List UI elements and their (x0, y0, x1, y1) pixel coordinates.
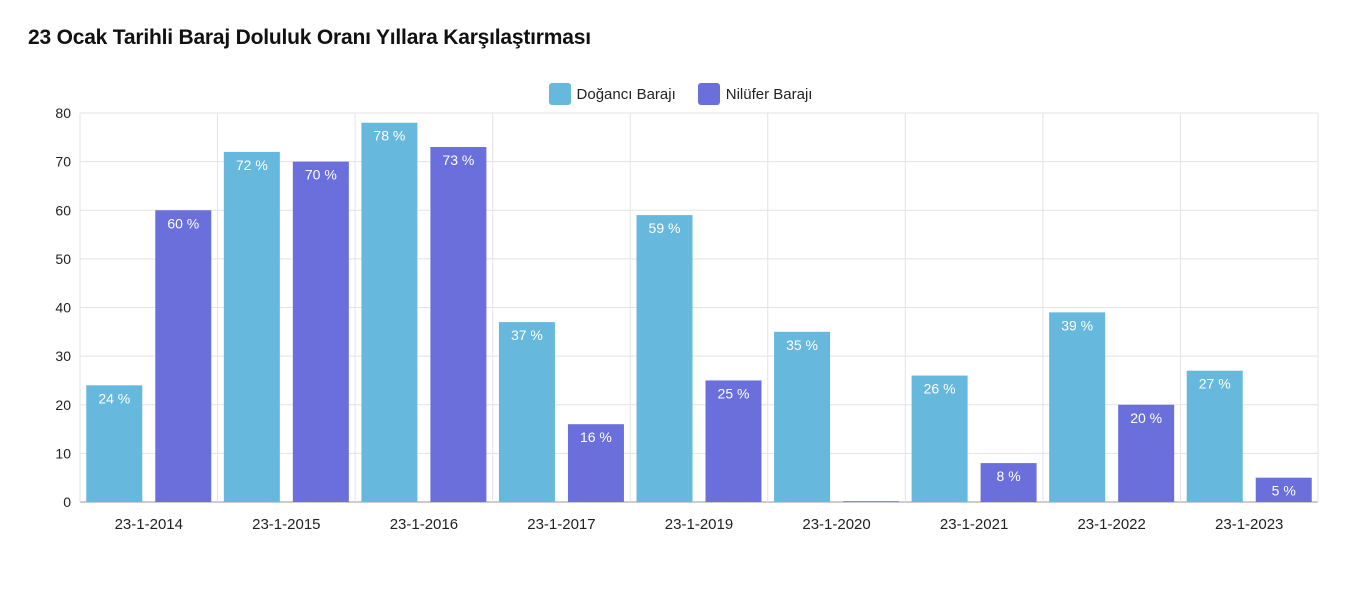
bar (705, 380, 762, 502)
y-tick-label: 20 (55, 397, 71, 413)
y-tick-label: 10 (55, 445, 71, 461)
x-tick-label: 23-1-2020 (802, 516, 870, 533)
bar (498, 322, 555, 502)
chart-title: 23 Ocak Tarihli Baraj Doluluk Oranı Yıll… (28, 26, 591, 49)
y-tick-label: 50 (55, 251, 71, 267)
data-label: 26 % (924, 381, 956, 397)
y-tick-label: 40 (55, 300, 71, 316)
data-label: 39 % (1061, 317, 1093, 333)
x-tick-label: 23-1-2014 (115, 516, 183, 533)
bar (155, 210, 212, 502)
data-label: 8 % (997, 468, 1021, 484)
data-label: 73 % (442, 152, 474, 168)
bar (430, 147, 487, 502)
legend-swatch-doganci (548, 83, 571, 105)
data-label: 27 % (1199, 376, 1231, 392)
bar (1118, 404, 1175, 502)
data-label: 35 % (786, 337, 818, 353)
data-label: 20 % (1130, 410, 1162, 426)
y-tick-label: 60 (55, 202, 71, 218)
x-tick-label: 23-1-2017 (527, 516, 595, 533)
bar (774, 331, 831, 502)
data-label: 5 % (1272, 483, 1296, 499)
x-tick-label: 23-1-2021 (940, 516, 1008, 533)
bar (361, 122, 418, 502)
bar (911, 375, 968, 502)
y-tick-label: 70 (55, 154, 71, 170)
data-label: 16 % (580, 429, 612, 445)
bar (636, 215, 693, 503)
bar (843, 501, 900, 502)
data-label: 72 % (236, 157, 268, 173)
legend-label-doganci: Doğancı Barajı (576, 85, 676, 103)
x-tick-label: 23-1-2022 (1077, 516, 1145, 533)
y-tick-label: 80 (55, 105, 71, 121)
bar (292, 161, 349, 502)
x-tick-label: 23-1-2019 (665, 516, 733, 533)
bar (1186, 370, 1243, 502)
x-tick-label: 23-1-2015 (252, 516, 320, 533)
legend-label-nilufer: Nilüfer Barajı (725, 85, 813, 103)
y-tick-label: 0 (63, 494, 71, 510)
legend-item-doganci[interactable]: Doğancı Barajı (548, 83, 676, 105)
bar (1255, 477, 1312, 502)
data-label: 25 % (718, 385, 750, 401)
data-label: 78 % (373, 128, 405, 144)
x-tick-label: 23-1-2016 (390, 516, 458, 533)
x-tick-label: 23-1-2023 (1215, 516, 1283, 533)
chart-legend: Doğancı Barajı Nilüfer Barajı (0, 83, 1361, 105)
bar (567, 424, 624, 502)
legend-swatch-nilufer (697, 83, 720, 105)
legend-item-nilufer[interactable]: Nilüfer Barajı (697, 83, 813, 105)
bar (223, 151, 280, 502)
data-label: 70 % (305, 167, 337, 183)
bar (86, 385, 143, 502)
bar (1049, 312, 1106, 502)
bar (980, 463, 1037, 502)
y-tick-label: 30 (55, 348, 71, 364)
data-label: 60 % (167, 215, 199, 231)
data-label: 59 % (649, 220, 681, 236)
data-label: 24 % (98, 390, 130, 406)
data-label: 37 % (511, 327, 543, 343)
